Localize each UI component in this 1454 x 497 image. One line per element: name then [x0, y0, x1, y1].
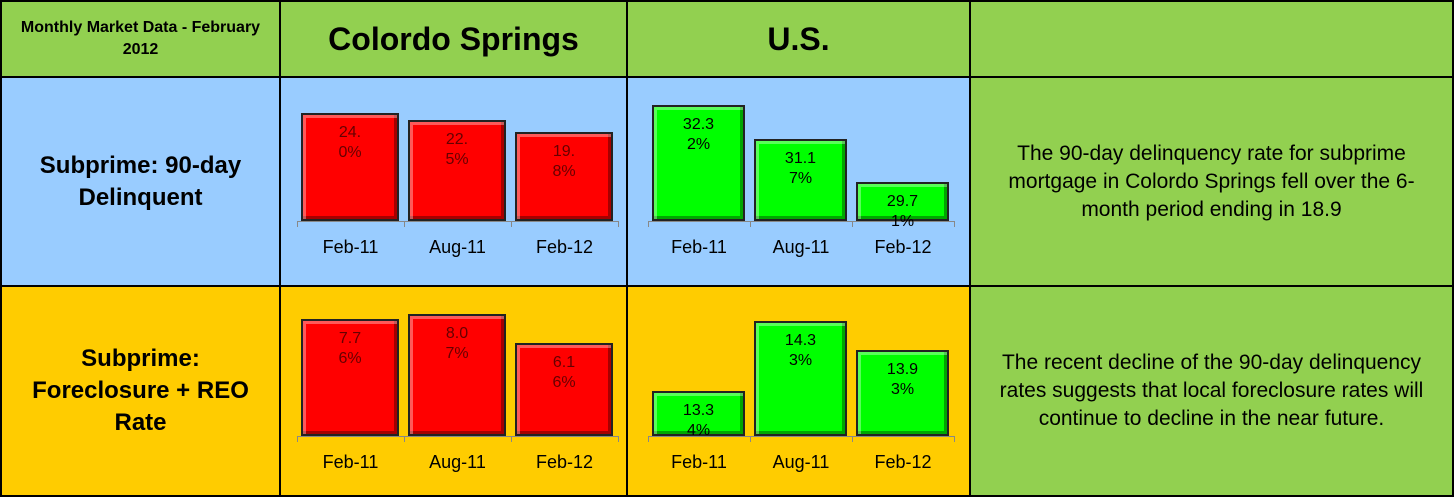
note: The recent decline of the 90-day delinqu…: [971, 287, 1452, 495]
bar: [301, 318, 399, 436]
value-label: 32.32%: [682, 116, 715, 154]
bar: [515, 342, 613, 436]
axis-tick: [404, 221, 405, 227]
bar: [301, 113, 399, 221]
bar: [754, 139, 847, 221]
x-tick-label: Aug-11: [429, 452, 486, 472]
axis-line: [297, 221, 618, 222]
axis-tick: [852, 221, 853, 227]
x-tick-label: Aug-11: [772, 452, 830, 472]
row-label: Subprime: 90-day Delinquent: [2, 78, 279, 285]
bar: [652, 391, 745, 436]
axis-tick: [511, 436, 512, 442]
value-label: 19.8%: [552, 143, 576, 181]
axis-line: [297, 436, 618, 437]
axis-line: [648, 221, 954, 222]
row-label: Subprime: Foreclosure + REO Rate: [2, 287, 279, 495]
header-cell: U.S.: [628, 2, 969, 76]
value-label: 13.93%: [886, 360, 919, 398]
value-label: 24.0%: [338, 124, 362, 162]
value-label: 22.5%: [445, 131, 469, 169]
axis-tick: [618, 436, 619, 442]
bar: [652, 105, 745, 221]
value-label: 14.33%: [784, 332, 817, 370]
axis-tick: [648, 436, 649, 442]
axis-tick: [750, 221, 751, 227]
value-label: 31.17%: [784, 150, 817, 188]
value-label: 13.34%: [682, 402, 715, 440]
bar: [408, 314, 506, 436]
axis-tick: [511, 221, 512, 227]
axis-tick: [954, 221, 955, 227]
axis-tick: [618, 221, 619, 227]
bar: [408, 120, 506, 221]
header-cell: Colordo Springs: [281, 2, 626, 76]
bar: [856, 349, 949, 436]
x-tick-label: Feb-11: [322, 237, 379, 257]
value-label: 6.16%: [552, 353, 576, 391]
bar: [515, 132, 613, 221]
x-tick-label: Feb-11: [671, 452, 727, 472]
header-cell: Monthly Market Data - February 2012: [2, 2, 279, 76]
bar: [856, 182, 949, 221]
value-label: 29.71%: [886, 193, 919, 231]
bar: [754, 321, 847, 436]
header-cell: [971, 2, 1452, 76]
axis-line: [648, 436, 954, 437]
x-tick-label: Feb-12: [874, 452, 932, 472]
x-tick-label: Aug-11: [772, 237, 830, 257]
value-label: 8.07%: [445, 325, 469, 362]
x-tick-label: Feb-11: [322, 452, 379, 472]
axis-tick: [297, 436, 298, 442]
x-tick-label: Aug-11: [429, 237, 486, 257]
x-tick-label: Feb-12: [874, 237, 932, 257]
value-label: 7.76%: [338, 329, 362, 367]
axis-tick: [852, 436, 853, 442]
x-tick-label: Feb-12: [535, 237, 594, 257]
axis-tick: [648, 221, 649, 227]
axis-tick: [297, 221, 298, 227]
note: The 90-day delinquency rate for subprime…: [971, 78, 1452, 285]
x-tick-label: Feb-12: [535, 452, 594, 472]
x-tick-label: Feb-11: [671, 237, 727, 257]
axis-tick: [750, 436, 751, 442]
axis-tick: [954, 436, 955, 442]
axis-tick: [404, 436, 405, 442]
